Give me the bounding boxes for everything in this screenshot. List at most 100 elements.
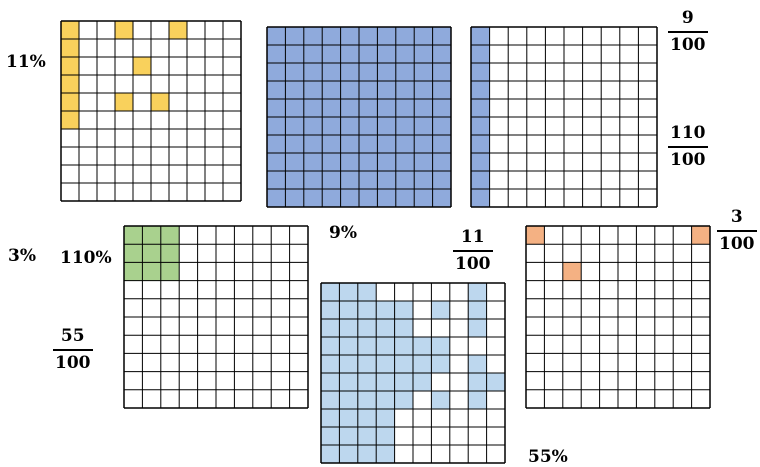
shaded-cell — [340, 27, 359, 45]
shaded-cell — [377, 27, 396, 45]
label-3-percent: 3% — [8, 246, 36, 266]
shaded-cell — [285, 63, 304, 81]
shaded-cell — [142, 244, 161, 263]
fraction-numerator: 11 — [460, 227, 485, 247]
shaded-cell — [303, 45, 323, 63]
shaded-cell — [340, 135, 359, 153]
shaded-cell — [432, 81, 451, 99]
shaded-cell — [431, 301, 450, 319]
shaded-cell — [303, 153, 323, 171]
shaded-cell — [432, 99, 451, 117]
shaded-cell — [432, 153, 451, 171]
shaded-cell — [414, 27, 433, 45]
shaded-cell — [395, 27, 415, 45]
label-11-percent: 11% — [6, 52, 46, 72]
shaded-cell — [431, 391, 450, 409]
fraction-3-over-100: 3 100 — [717, 209, 757, 253]
shaded-cell — [322, 27, 341, 45]
shaded-cell — [285, 171, 304, 189]
grid-blue-full — [266, 26, 452, 208]
shaded-cell — [340, 45, 359, 63]
shaded-cell — [395, 99, 415, 117]
shaded-cell — [339, 391, 358, 409]
fraction-denominator: 100 — [719, 234, 755, 254]
shaded-cell — [359, 153, 378, 171]
shaded-cell — [376, 445, 395, 463]
shaded-cell — [267, 81, 286, 99]
shaded-cell — [395, 45, 415, 63]
fraction-denominator: 100 — [455, 254, 491, 274]
shaded-cell — [321, 409, 340, 427]
shaded-cell — [357, 319, 377, 337]
grid-orange-3 — [525, 225, 711, 409]
shaded-cell — [115, 21, 133, 39]
fraction-numerator: 110 — [670, 123, 706, 143]
shaded-cell — [321, 337, 340, 355]
shaded-cell — [359, 81, 378, 99]
shaded-cell — [303, 99, 323, 117]
shaded-cell — [414, 117, 433, 135]
fraction-bar — [717, 230, 757, 232]
shaded-cell — [431, 355, 450, 373]
shaded-cell — [267, 63, 286, 81]
shaded-cell — [526, 226, 545, 245]
shaded-cell — [414, 135, 433, 153]
shaded-cell — [376, 355, 395, 373]
shaded-cell — [322, 117, 341, 135]
shaded-cell — [432, 117, 451, 135]
shaded-cell — [142, 226, 161, 245]
shaded-cell — [376, 409, 395, 427]
shaded-cell — [468, 391, 487, 409]
shaded-cell — [359, 189, 378, 207]
shaded-cell — [321, 445, 340, 463]
shaded-cell — [432, 171, 451, 189]
shaded-cell — [340, 63, 359, 81]
shaded-cell — [432, 135, 451, 153]
shaded-cell — [339, 445, 358, 463]
fraction-denominator: 100 — [55, 353, 91, 373]
shaded-cell — [394, 337, 413, 355]
shaded-cell — [468, 373, 487, 391]
shaded-cell — [691, 226, 710, 245]
shaded-cell — [322, 135, 341, 153]
shaded-cell — [394, 301, 413, 319]
shaded-cell — [357, 409, 377, 427]
shaded-cell — [413, 355, 432, 373]
shaded-cell — [471, 153, 490, 171]
shaded-cell — [376, 391, 395, 409]
shaded-cell — [376, 301, 395, 319]
shaded-cell — [359, 171, 378, 189]
shaded-cell — [61, 111, 79, 129]
shaded-cell — [303, 63, 323, 81]
shaded-cell — [376, 337, 395, 355]
label-9-percent: 9% — [329, 223, 357, 243]
shaded-cell — [377, 63, 396, 81]
fraction-denominator: 100 — [670, 35, 706, 55]
shaded-cell — [61, 57, 79, 75]
shaded-cell — [471, 81, 490, 99]
shaded-cell — [339, 337, 358, 355]
shaded-cell — [124, 244, 143, 263]
grid-lightblue-55 — [320, 282, 506, 464]
shaded-cell — [61, 21, 79, 39]
shaded-cell — [267, 27, 286, 45]
shaded-cell — [322, 45, 341, 63]
shaded-cell — [394, 355, 413, 373]
fraction-110-over-100: 110 100 — [668, 125, 708, 169]
shaded-cell — [359, 117, 378, 135]
shaded-cell — [61, 75, 79, 93]
fraction-9-over-100: 9 100 — [668, 10, 708, 54]
shaded-cell — [395, 135, 415, 153]
shaded-cell — [160, 226, 180, 245]
shaded-cell — [471, 171, 490, 189]
shaded-cell — [303, 171, 323, 189]
shaded-cell — [303, 117, 323, 135]
fraction-55-over-100: 55 100 — [53, 328, 93, 372]
shaded-cell — [285, 135, 304, 153]
shaded-cell — [339, 319, 358, 337]
fraction-11-over-100: 11 100 — [453, 229, 493, 273]
shaded-cell — [160, 244, 180, 263]
shaded-cell — [340, 81, 359, 99]
shaded-cell — [115, 93, 133, 111]
shaded-cell — [340, 99, 359, 117]
